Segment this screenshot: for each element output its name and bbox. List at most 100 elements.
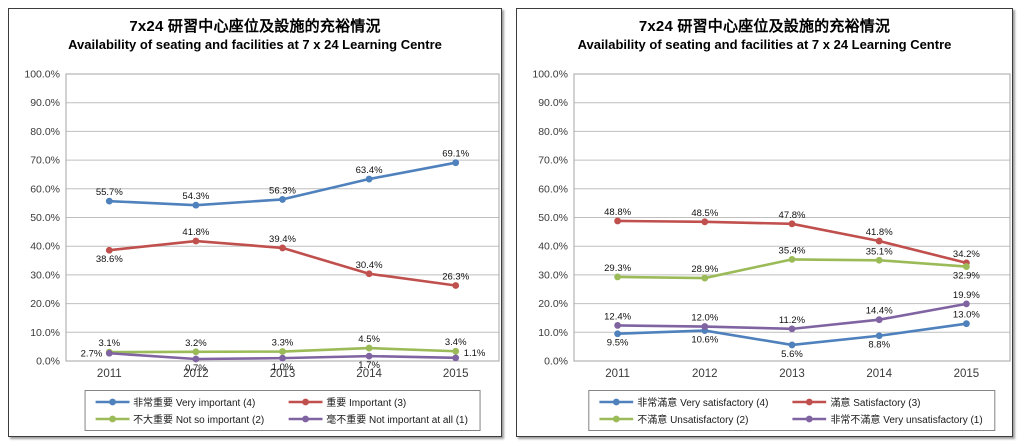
data-label: 30.4% — [356, 260, 383, 271]
legend-label: 不滿意 Unsatisfactory (2) — [637, 415, 749, 426]
legend-item: 非常不滿意 Very unsatisfactory (1) — [792, 410, 983, 427]
data-point — [614, 273, 621, 281]
data-label: 3.1% — [98, 338, 120, 349]
data-label: 41.8% — [182, 227, 209, 238]
y-axis-label: 80.0% — [30, 126, 60, 138]
legend-dot — [612, 415, 620, 422]
satisfaction-chart-panel: 7x24 研習中心座位及設施的充裕情況 Availability of seat… — [516, 8, 1013, 437]
legend-label: 重要 Important (3) — [326, 398, 407, 409]
data-point — [788, 325, 796, 333]
data-point — [105, 197, 113, 205]
data-label: 2.7% — [81, 348, 103, 359]
data-point — [452, 282, 460, 289]
data-label: 1.7% — [358, 360, 380, 371]
data-point — [105, 246, 113, 254]
data-point — [963, 263, 970, 270]
data-point — [788, 256, 796, 263]
data-label: 38.6% — [96, 254, 123, 265]
data-label: 26.3% — [442, 272, 469, 283]
line-chart-plot: 0.0% 10.0% 20.0% 30.0% 40.0% 50.0% 60.0% 70.0% 8… — [532, 69, 1011, 380]
y-axis-label: 0.0% — [36, 356, 60, 368]
y-axis-label: 40.0% — [538, 241, 568, 253]
data-point — [279, 244, 286, 252]
y-axis-label: 50.0% — [538, 212, 568, 224]
data-label: 48.5% — [691, 208, 718, 219]
x-axis-label: 2013 — [270, 368, 296, 380]
y-axis-label: 100.0% — [532, 69, 568, 81]
data-label: 54.3% — [182, 191, 209, 202]
data-point — [365, 175, 373, 183]
legend-dot — [108, 415, 116, 422]
data-point — [279, 196, 286, 203]
legend-line-marker-icon — [95, 415, 130, 422]
y-axis-label: 0.0% — [544, 356, 568, 368]
legend-label: 不大重要 Not so important (2) — [133, 415, 265, 426]
data-label: 3.4% — [445, 337, 467, 348]
chart-title-zh: 7x24 研習中心座位及設施的充裕情況 — [638, 18, 891, 35]
data-point — [279, 354, 286, 362]
data-label: 35.4% — [779, 245, 806, 256]
y-axis-label: 70.0% — [538, 155, 568, 167]
legend-line-marker-icon — [288, 415, 323, 422]
y-axis-label: 90.0% — [30, 97, 60, 109]
chart-title-en: Availability of seating and facilities a… — [577, 37, 952, 52]
legend-label: 毫不重要 Not important at all (1) — [326, 415, 468, 426]
legend-item: 重要 Important (3) — [288, 393, 468, 410]
legend-dot — [301, 398, 309, 405]
y-axis-label: 80.0% — [538, 126, 568, 138]
data-label: 8.8% — [868, 340, 890, 351]
data-point — [875, 237, 883, 245]
legend-label: 滿意 Satisfactory (3) — [830, 398, 921, 409]
data-point — [192, 237, 200, 245]
chart-legend: 非常重要 Very important (4) 重要 Important (3) 不… — [84, 390, 481, 431]
data-label: 34.2% — [953, 249, 980, 260]
data-point — [875, 256, 883, 264]
data-label: 69.1% — [442, 149, 469, 160]
data-point — [701, 218, 709, 226]
data-point — [788, 220, 796, 228]
data-label: 3.3% — [272, 338, 294, 349]
y-axis-label: 70.0% — [30, 155, 60, 167]
data-label: 47.8% — [779, 210, 806, 221]
legend-line-marker-icon — [792, 398, 827, 405]
x-axis-label: 2013 — [779, 368, 805, 380]
data-label: 10.6% — [691, 335, 718, 346]
x-axis-label: 2012 — [183, 368, 209, 380]
y-axis-label: 20.0% — [30, 298, 60, 310]
x-axis-label: 2015 — [443, 368, 469, 380]
data-point — [788, 341, 796, 349]
data-label: 5.6% — [781, 349, 803, 360]
data-point — [614, 322, 621, 329]
x-axis-label: 2011 — [97, 368, 122, 380]
data-point — [192, 355, 200, 363]
data-label: 63.4% — [356, 165, 383, 176]
legend-dot — [806, 415, 813, 422]
data-label: 3.2% — [185, 338, 207, 349]
data-point — [452, 354, 460, 362]
legend-dot — [301, 415, 309, 422]
y-axis-label: 10.0% — [538, 327, 568, 339]
legend-line-marker-icon — [599, 415, 634, 422]
legend-item: 毫不重要 Not important at all (1) — [288, 410, 468, 427]
importance-chart-panel: 7x24 研習中心座位及設施的充裕情況 Availability of seat… — [8, 8, 502, 437]
data-point — [452, 347, 460, 355]
data-point — [365, 344, 373, 352]
y-axis-label: 20.0% — [538, 298, 568, 310]
legend-item: 非常滿意 Very satisfactory (4) — [599, 393, 768, 410]
legend-line-marker-icon — [599, 398, 634, 405]
data-label: 29.3% — [604, 263, 631, 274]
data-label: 19.9% — [953, 290, 980, 301]
y-axis-label: 50.0% — [30, 212, 60, 224]
legend-label: 非常不滿意 Very unsatisfactory (1) — [830, 415, 983, 426]
data-label: 1.1% — [464, 348, 486, 359]
x-axis-label: 2015 — [954, 368, 980, 380]
legend-label: 非常滿意 Very satisfactory (4) — [637, 398, 769, 409]
data-point — [963, 320, 970, 328]
data-label: 4.5% — [358, 334, 380, 345]
data-point — [452, 159, 460, 167]
chart-title-en: Availability of seating and facilities a… — [68, 37, 442, 52]
data-point — [614, 217, 621, 225]
y-axis-label: 100.0% — [24, 69, 60, 81]
data-label: 11.2% — [779, 315, 806, 326]
data-label: 0.7% — [185, 363, 207, 374]
